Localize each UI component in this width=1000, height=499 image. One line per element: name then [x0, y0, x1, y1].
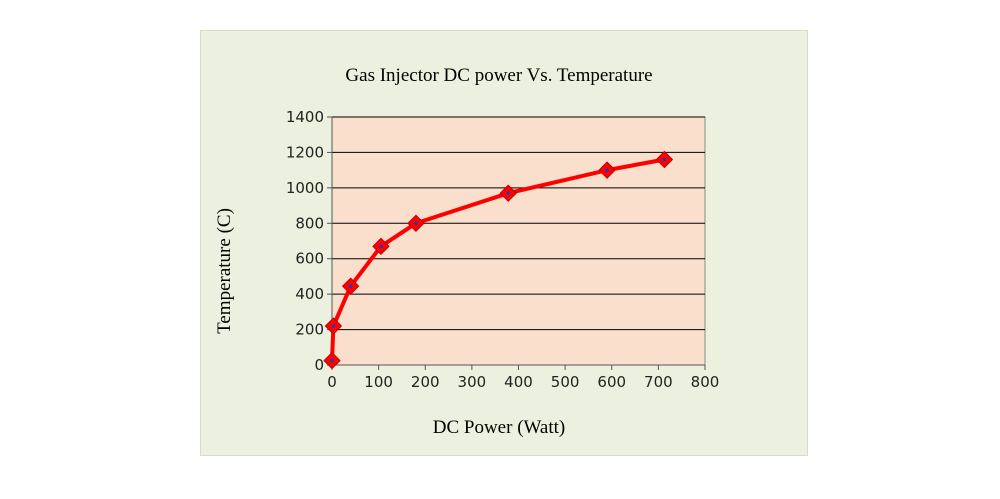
- y-tick-label: 400: [295, 285, 324, 303]
- y-tick-label: 600: [295, 250, 324, 268]
- data-point-center: [414, 221, 418, 226]
- data-point: [407, 214, 425, 232]
- x-tick-label: 200: [411, 373, 440, 391]
- y-tick-label: 800: [295, 214, 324, 232]
- data-point: [655, 150, 674, 169]
- x-axis-ticks: 0 100 200 300 400 500 600 700 800: [327, 365, 719, 391]
- y-axis-title: Temperature (C): [214, 208, 235, 334]
- y-axis-ticks: 0 200 400 600 800 1000 1200 1400: [286, 108, 332, 374]
- data-point: [372, 237, 390, 256]
- data-point-center: [605, 168, 609, 172]
- data-point-center: [348, 284, 353, 288]
- x-tick-label: 600: [597, 373, 626, 391]
- series-group: [323, 150, 674, 370]
- series-line: [330, 157, 665, 361]
- x-tick-label: 400: [504, 373, 533, 391]
- data-point-center: [379, 244, 383, 249]
- data-point: [323, 351, 341, 370]
- data-point-center: [662, 157, 667, 162]
- y-tick-label: 200: [295, 321, 324, 339]
- chart-svg: Gas Injector DC power Vs. Temperature 0 2…: [214, 65, 719, 438]
- y-tick-label: 1400: [286, 108, 324, 126]
- x-tick-label: 100: [364, 373, 393, 391]
- data-point-center: [331, 324, 336, 328]
- x-tick-label: 300: [458, 373, 487, 391]
- plot-area: [331, 116, 706, 366]
- x-tick-label: 800: [691, 373, 720, 391]
- data-point: [499, 184, 517, 202]
- data-point: [598, 161, 616, 179]
- x-tick-label: 700: [644, 373, 673, 391]
- x-axis-title: DC Power (Watt): [433, 417, 566, 438]
- data-point-center: [506, 191, 511, 195]
- chart-title: Gas Injector DC power Vs. Temperature: [345, 65, 652, 86]
- x-tick-label: 500: [551, 373, 580, 391]
- chart-frame: Gas Injector DC power Vs. Temperature 0 2…: [200, 30, 808, 456]
- data-point: [324, 317, 343, 335]
- y-tick-label: 1000: [286, 179, 324, 197]
- y-tick-label: 0: [314, 356, 324, 374]
- data-point: [341, 277, 360, 295]
- y-tick-label: 1200: [286, 143, 324, 161]
- data-point-center: [330, 358, 334, 363]
- grid-lines: [332, 116, 705, 331]
- x-tick-label: 0: [327, 373, 337, 391]
